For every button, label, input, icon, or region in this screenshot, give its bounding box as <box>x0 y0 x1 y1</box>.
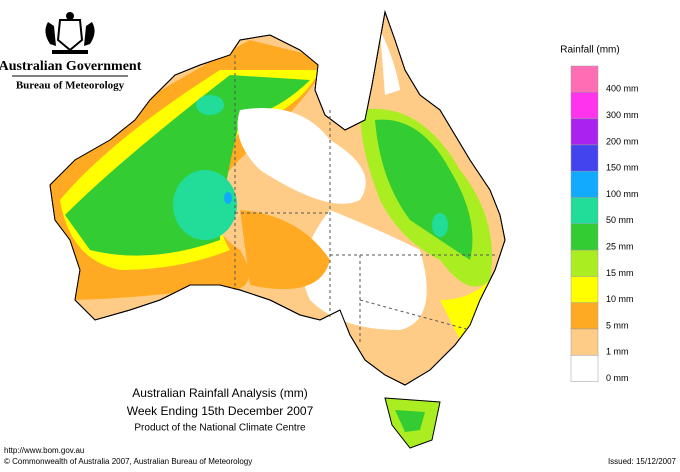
legend-label: 5 mm <box>606 320 629 330</box>
legend-label: 15 mm <box>606 268 634 278</box>
map-subtitle: Week Ending 15th December 2007 <box>127 404 314 418</box>
legend-swatch <box>570 328 599 356</box>
legend-label: 50 mm <box>606 215 634 225</box>
legend-label: 300 mm <box>606 110 639 120</box>
footer-copyright: © Commonwealth of Australia 2007, Austra… <box>4 457 252 466</box>
map-title: Australian Rainfall Analysis (mm) <box>132 386 307 400</box>
map-credit: Product of the National Climate Centre <box>134 423 306 434</box>
government-name: Australian Government <box>0 59 142 74</box>
legend: Rainfall (mm) 400 mm 300 mm 200 mm 150 mm 10… <box>560 45 638 383</box>
legend-swatch <box>570 249 599 277</box>
australia-map <box>49 11 506 449</box>
legend-label: 200 mm <box>606 136 639 146</box>
legend-swatch <box>570 92 599 119</box>
footer-issued: Issued: 15/12/2007 <box>608 457 677 466</box>
legend-label: 150 mm <box>606 163 639 173</box>
legend-label: 10 mm <box>606 294 634 304</box>
legend-label: 100 mm <box>606 189 639 199</box>
legend-swatch <box>570 170 599 198</box>
legend-swatch <box>570 65 599 93</box>
legend-swatch <box>570 118 599 146</box>
agency-name: Bureau of Meteorology <box>16 80 125 92</box>
legend-label: 0 mm <box>606 373 629 383</box>
legend-swatch <box>570 355 599 382</box>
legend-swatch <box>570 223 599 251</box>
crest <box>45 12 95 54</box>
legend-title: Rainfall (mm) <box>560 45 619 56</box>
legend-swatch <box>570 197 599 225</box>
legend-swatch <box>570 144 599 172</box>
legend-label: 400 mm <box>606 84 639 94</box>
legend-label: 25 mm <box>606 241 634 251</box>
legend-swatch <box>570 276 599 303</box>
footer-url: http://www.bom.gov.au <box>4 446 84 455</box>
legend-swatch <box>570 302 599 330</box>
legend-label: 1 mm <box>606 347 629 357</box>
